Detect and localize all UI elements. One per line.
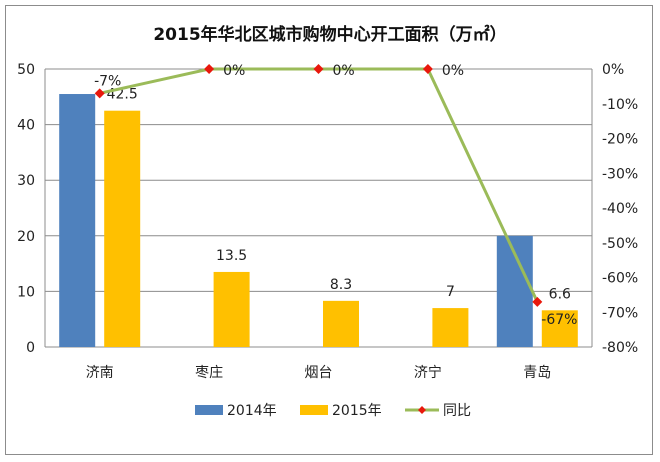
y-right-tick-label: -50% <box>602 236 638 252</box>
legend-swatch <box>300 405 328 415</box>
line-data-label: 0% <box>442 63 464 79</box>
line-marker <box>313 64 324 74</box>
y-left-tick-label: 40 <box>17 118 35 134</box>
y-right-tick-label: -10% <box>602 97 638 113</box>
bar-2015 <box>213 271 250 347</box>
chart-frame <box>5 5 653 455</box>
bar-data-label: 8.3 <box>330 277 352 293</box>
y-right-tick-label: -40% <box>602 201 638 217</box>
line-marker <box>94 88 105 99</box>
y-left-tick-label: 20 <box>17 229 35 245</box>
y-left-tick-label: 10 <box>17 284 35 300</box>
bar-2014 <box>59 94 96 348</box>
line-data-label: 0% <box>223 63 245 79</box>
legend-label: 2015年 <box>332 403 382 419</box>
chart-title: 2015年华北区城市购物中心开工面积（万㎡） <box>153 25 507 45</box>
y-right-tick-label: -70% <box>602 305 638 321</box>
line-data-label: 0% <box>333 63 355 79</box>
y-right-tick-label: -60% <box>602 271 638 287</box>
y-left-tick-label: 50 <box>17 62 35 78</box>
line-series-yoy <box>99 67 539 303</box>
line-data-label: -67% <box>541 312 577 328</box>
x-category-label: 枣庄 <box>195 364 223 381</box>
x-category-label: 济南 <box>86 365 114 381</box>
bar-data-label: 13.5 <box>216 248 247 264</box>
legend-label: 2014年 <box>227 403 277 419</box>
legend-swatch <box>195 405 223 415</box>
y-right-tick-label: -20% <box>602 132 638 148</box>
y-right-tick-label: -30% <box>602 166 638 182</box>
y-right-tick-label: -80% <box>602 340 638 356</box>
y-left-tick-label: 0 <box>26 340 35 356</box>
y-right-tick-label: 0% <box>602 62 624 78</box>
line-marker <box>532 296 543 307</box>
bar-2015 <box>432 308 469 347</box>
line-marker <box>204 64 215 74</box>
x-category-label: 青岛 <box>523 365 551 381</box>
line-marker <box>422 64 433 74</box>
bar-2015 <box>104 110 141 347</box>
legend-label: 同比 <box>443 403 471 419</box>
bar-data-label: 6.6 <box>549 286 571 302</box>
line-data-label: -7% <box>94 73 121 89</box>
bar-data-label: 7 <box>446 284 455 300</box>
bar-2015 <box>541 310 578 347</box>
x-category-label: 烟台 <box>305 365 333 381</box>
bar-2015 <box>323 300 359 347</box>
y-left-tick-label: 30 <box>17 173 35 189</box>
legend-marker <box>418 406 426 414</box>
x-category-label: 济宁 <box>414 364 442 381</box>
